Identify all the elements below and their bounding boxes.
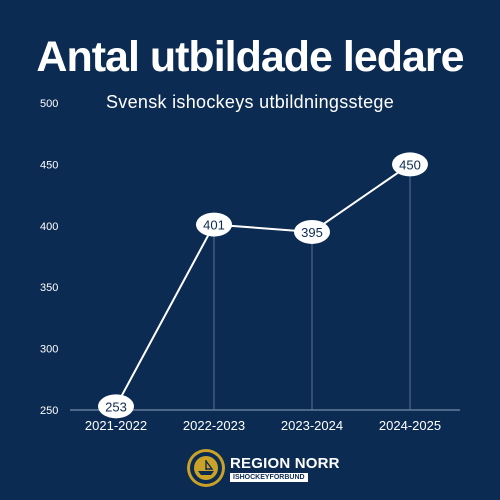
series-line xyxy=(115,163,411,407)
footer-brand: REGION NORR ISHOCKEYFÖRBUND xyxy=(186,446,340,492)
data-point-marker xyxy=(392,152,428,177)
y-tick-label: 450 xyxy=(40,159,58,171)
chart-title: Antal utbildade ledare xyxy=(36,33,464,81)
data-point-marker xyxy=(196,212,232,237)
data-label: 450 xyxy=(399,157,421,172)
data-label: 395 xyxy=(301,225,323,240)
chart-subtitle: Svensk ishockeys utbildningsstege xyxy=(105,92,395,112)
brand-name: REGION NORR xyxy=(230,455,340,472)
x-tick-label: 2021-2022 xyxy=(85,418,147,433)
data-point-marker xyxy=(98,394,134,419)
x-tick-label: 2023-2024 xyxy=(281,418,343,433)
y-tick-label: 350 xyxy=(40,282,58,294)
x-tick-label: 2022-2023 xyxy=(183,418,245,433)
data-point-marker xyxy=(294,219,330,244)
data-label: 401 xyxy=(203,218,225,233)
brand-subtitle: ISHOCKEYFÖRBUND xyxy=(230,473,308,482)
federation-logo-icon xyxy=(187,449,225,487)
y-tick-label: 400 xyxy=(40,221,58,233)
y-tick-label: 500 xyxy=(40,98,58,110)
y-tick-label: 250 xyxy=(40,405,58,417)
data-label: 253 xyxy=(105,399,127,414)
y-tick-label: 300 xyxy=(40,344,58,356)
x-tick-label: 2024-2025 xyxy=(379,418,441,433)
